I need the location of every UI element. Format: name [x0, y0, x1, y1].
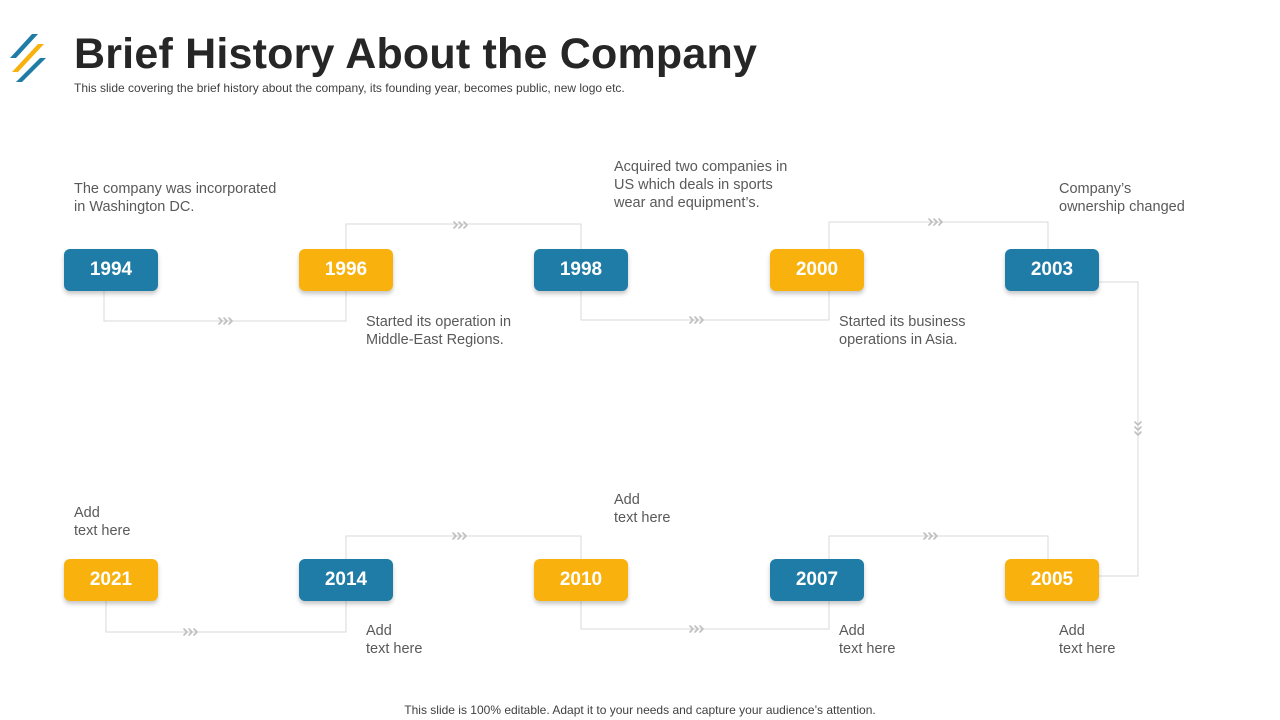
milestone-description-1998: Acquired two companies in US which deals…	[614, 159, 788, 211]
chevron-icon	[218, 317, 233, 325]
page-subtitle: This slide covering the brief history ab…	[74, 81, 625, 95]
company-logo-icon	[10, 34, 46, 82]
milestone-description-1994: The company was incorporated in Washingt…	[74, 181, 277, 215]
milestone-description-2005: Add text here	[1059, 623, 1116, 657]
milestone-description-2007: Add text here	[839, 623, 896, 657]
connector-line	[580, 291, 830, 321]
chevron-icon	[453, 221, 468, 229]
chevron-icon	[923, 532, 938, 540]
milestone-description-2003: Company’s ownership changed	[1059, 181, 1185, 215]
year-badge-2010: 2010	[534, 559, 628, 601]
connector-line	[1098, 281, 1139, 577]
chevron-icon	[928, 218, 943, 226]
year-badge-2007: 2007	[770, 559, 864, 601]
connector-line	[828, 221, 1049, 249]
year-badge-1994: 1994	[64, 249, 158, 291]
milestone-description-2021: Add text here	[74, 505, 131, 539]
connector-line	[580, 601, 830, 630]
year-badge-2021: 2021	[64, 559, 158, 601]
milestone-description-1996: Started its operation in Middle-East Reg…	[366, 314, 512, 348]
chevron-icon	[1134, 421, 1142, 436]
chevron-icon	[689, 316, 704, 324]
connector-line	[828, 535, 1049, 559]
year-badge-1996: 1996	[299, 249, 393, 291]
milestone-description-2014: Add text here	[366, 623, 423, 657]
year-badge-2014: 2014	[299, 559, 393, 601]
connector-line	[345, 223, 582, 249]
chevron-icon	[183, 628, 198, 636]
milestone-description-2010: Add text here	[614, 492, 671, 526]
page-title: Brief History About the Company	[74, 30, 758, 78]
year-badge-2005: 2005	[1005, 559, 1099, 601]
milestone-description-2000: Started its business operations in Asia.	[839, 314, 966, 348]
year-badge-2003: 2003	[1005, 249, 1099, 291]
connector-line	[105, 601, 347, 633]
chevron-icon	[452, 532, 467, 540]
year-badge-2000: 2000	[770, 249, 864, 291]
slide-footer-note: This slide is 100% editable. Adapt it to…	[404, 703, 876, 717]
chevron-icon	[689, 625, 704, 633]
connector-line	[345, 535, 582, 559]
connector-line	[103, 291, 347, 322]
year-badge-1998: 1998	[534, 249, 628, 291]
